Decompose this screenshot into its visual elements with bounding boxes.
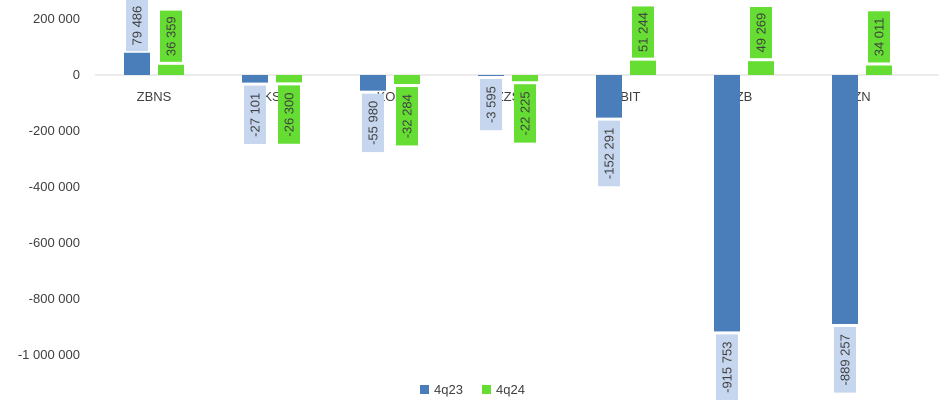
data-label-bg — [362, 93, 384, 153]
legend-swatch-4q24 — [482, 385, 491, 394]
data-label-bg — [632, 6, 654, 58]
bar-4q24-ebit — [630, 60, 656, 75]
data-label-bg — [126, 0, 148, 52]
data-label-4q24: -22 225 — [518, 91, 533, 135]
bar-4q24-zzs — [512, 75, 538, 82]
bar-4q23-ebit — [596, 75, 622, 118]
bar-4q23-zbns — [124, 52, 150, 75]
data-label-4q23: -3 595 — [484, 86, 499, 123]
data-label-bg — [514, 84, 536, 143]
bar-4q23-ks — [242, 75, 268, 83]
bar-4q24-ks — [276, 75, 302, 83]
data-label-4q23: -915 753 — [720, 342, 735, 393]
data-label-4q23: -889 257 — [838, 334, 853, 385]
data-label-bg — [598, 120, 620, 187]
bar-4q23-zn — [832, 75, 858, 324]
bar-4q24-zbns — [158, 64, 184, 75]
y-tick-label: -1 000 000 — [18, 347, 80, 362]
data-label-4q24: 36 359 — [164, 16, 179, 56]
data-label-4q23: 79 486 — [130, 6, 145, 46]
data-label-4q24: 49 269 — [754, 13, 769, 53]
bar-4q23-zzs — [478, 75, 504, 77]
data-label-bg — [868, 11, 890, 63]
data-label-bg — [716, 334, 738, 401]
category-label: ZBNS — [137, 89, 172, 104]
data-label-4q24: 51 244 — [636, 12, 651, 52]
data-label-4q24: -32 284 — [400, 94, 415, 138]
legend-swatch-4q23 — [420, 385, 429, 394]
bar-4q24-koz — [394, 75, 420, 85]
data-label-bg — [278, 85, 300, 144]
y-tick-label: 0 — [73, 67, 80, 82]
bar-4q23-koz — [360, 75, 386, 91]
y-tick-label: 200 000 — [33, 11, 80, 26]
data-label-4q24: 34 011 — [872, 17, 887, 56]
data-label-4q24: -26 300 — [282, 93, 297, 137]
data-label-bg — [244, 85, 266, 144]
category-label: KS — [263, 89, 281, 104]
data-label-4q23: -55 980 — [366, 101, 381, 145]
data-label-bg — [160, 10, 182, 62]
bar-4q24-zn — [866, 65, 892, 75]
legend-label-4q23: 4q23 — [434, 382, 463, 397]
bar-4q24-zb — [748, 61, 774, 75]
bar-4q23-zb — [714, 75, 740, 332]
y-tick-label: -800 000 — [29, 291, 80, 306]
legend-label-4q24: 4q24 — [496, 382, 525, 397]
data-label-bg — [480, 79, 502, 131]
data-label-bg — [396, 87, 418, 146]
y-tick-label: -200 000 — [29, 123, 80, 138]
data-label-bg — [750, 7, 772, 59]
data-label-4q23: -27 101 — [248, 93, 263, 137]
y-tick-label: -600 000 — [29, 235, 80, 250]
data-label-4q23: -152 291 — [602, 128, 617, 179]
data-label-bg — [834, 326, 856, 393]
y-tick-label: -400 000 — [29, 179, 80, 194]
